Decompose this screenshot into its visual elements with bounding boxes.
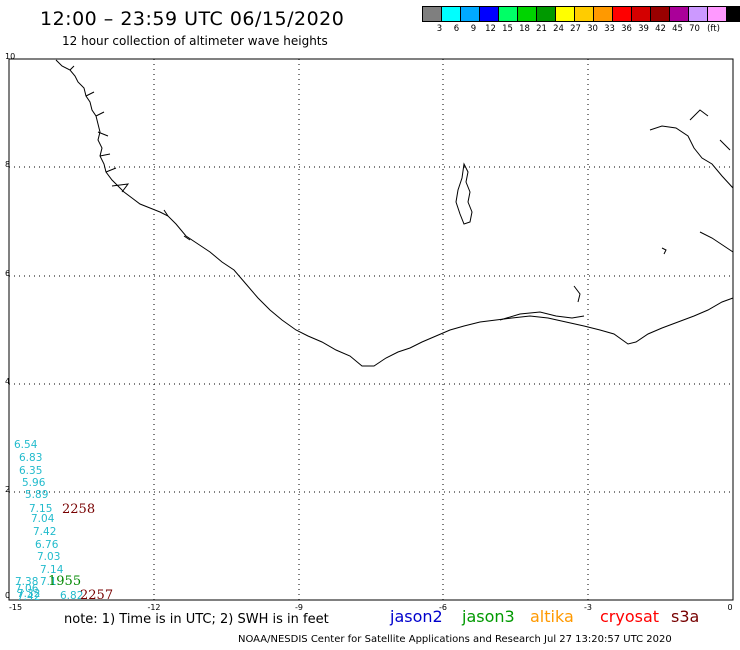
legend-tick-label: 21 xyxy=(536,24,547,34)
wave-height-label: 5.89 xyxy=(25,489,48,501)
x-tick-label: -12 xyxy=(147,603,160,612)
legend-tick-label: 24 xyxy=(553,24,564,34)
x-tick-label: -15 xyxy=(9,603,22,612)
credit-line: NOAA/NESDIS Center for Satellite Applica… xyxy=(238,634,672,645)
footer-note: note: 1) Time is in UTC; 2) SWH is in fe… xyxy=(64,612,329,627)
y-tick-label: 8 xyxy=(5,160,10,169)
legend-tick-label: 27 xyxy=(570,24,581,34)
x-tick-label: -3 xyxy=(584,603,592,612)
legend-tick-label: 18 xyxy=(519,24,530,34)
wave-height-label: 7.04 xyxy=(31,513,55,525)
legend-tick-label: 30 xyxy=(587,24,598,34)
satellite-name: jason3 xyxy=(462,607,515,626)
wave-height-label: 7.03 xyxy=(37,551,60,563)
lake-islet xyxy=(661,247,667,255)
pass-time-label: 2258 xyxy=(62,502,95,517)
wave-height-label: 6.54 xyxy=(14,439,38,451)
y-tick-label: 4 xyxy=(5,377,10,386)
x-tick-label: -6 xyxy=(439,603,447,612)
coastline xyxy=(55,59,734,367)
y-tick-label: 0 xyxy=(5,591,10,600)
legend-swatches xyxy=(422,6,740,22)
lake-volta xyxy=(455,162,473,225)
west-africa-inlets xyxy=(69,65,191,241)
y-tick-label: 6 xyxy=(5,269,10,278)
legend-tick-label: 12 xyxy=(485,24,496,34)
satellite-name: altika xyxy=(530,607,574,626)
legend-tick-label: 6 xyxy=(453,24,460,34)
legend-tick-label: 39 xyxy=(638,24,649,34)
lagos-lagoon xyxy=(499,285,585,321)
map-frame xyxy=(8,58,734,601)
legend-ticks: 3 6 9 12 15 18 21 24 27 30 33 36 39 42 45 70 (ft) xyxy=(431,24,740,34)
wave-height-label: 7.42 xyxy=(17,591,40,603)
satellite-name: s3a xyxy=(671,607,700,626)
y-tick-label: 10 xyxy=(5,52,15,61)
legend-tick-label: 42 xyxy=(655,24,666,34)
wave-height-label: 6.35 xyxy=(19,465,42,477)
legend-tick-label: 45 xyxy=(672,24,683,34)
x-tick-label: 0 xyxy=(727,603,732,612)
observation-labels: 6.546.836.355.965.897.157.047.426.767.03… xyxy=(14,439,83,603)
legend-tick-label: 33 xyxy=(604,24,615,34)
x-tick-label: -9 xyxy=(295,603,303,612)
pass-time-label: 1955 xyxy=(48,574,81,589)
wave-height-label: 6.83 xyxy=(19,452,42,464)
legend-tick-label: 36 xyxy=(621,24,632,34)
y-tick-label: 2 xyxy=(5,485,10,494)
legend-unit: (ft) xyxy=(707,24,720,34)
legend-tick-label: 3 xyxy=(436,24,443,34)
y-tick-labels: 0 2 4 6 8 10 xyxy=(5,52,15,600)
wave-height-label: 5.96 xyxy=(22,477,46,489)
wave-height-label: 7.1 xyxy=(40,576,57,588)
wave-height-label: 7.42 xyxy=(33,526,56,538)
legend-tick-label: 15 xyxy=(502,24,513,34)
legend-tick-label: 9 xyxy=(470,24,477,34)
map-subtitle: 12 hour collection of altimeter wave hei… xyxy=(62,34,328,48)
satellite-name: cryosat xyxy=(600,607,660,626)
wave-height-label: 7.14 xyxy=(40,564,64,576)
west-africa-coast xyxy=(55,59,734,367)
wave-height-label: 7.15 xyxy=(29,503,52,515)
grid xyxy=(9,59,733,600)
wave-height-label: 7.38 xyxy=(15,576,38,588)
color-legend: 3 6 9 12 15 18 21 24 27 30 33 36 39 42 45 70 (ft) xyxy=(422,6,740,34)
wave-height-label: 7.06 xyxy=(15,583,39,595)
wave-height-label: 7.32 xyxy=(17,588,40,600)
map-title: 12:00 – 23:59 UTC 06/15/2020 xyxy=(40,8,345,30)
wave-height-label: 6.82 xyxy=(60,590,83,602)
satellite-name: jason2 xyxy=(390,607,443,626)
legend-tick-label: 70 xyxy=(689,24,700,34)
legend-swatch xyxy=(726,6,740,22)
niger-delta xyxy=(649,109,734,253)
wave-height-label: 6.76 xyxy=(35,539,59,551)
x-tick-labels: -15 -12 -9 -6 -3 0 xyxy=(9,603,733,612)
pass-time-label: 2257 xyxy=(80,588,113,603)
